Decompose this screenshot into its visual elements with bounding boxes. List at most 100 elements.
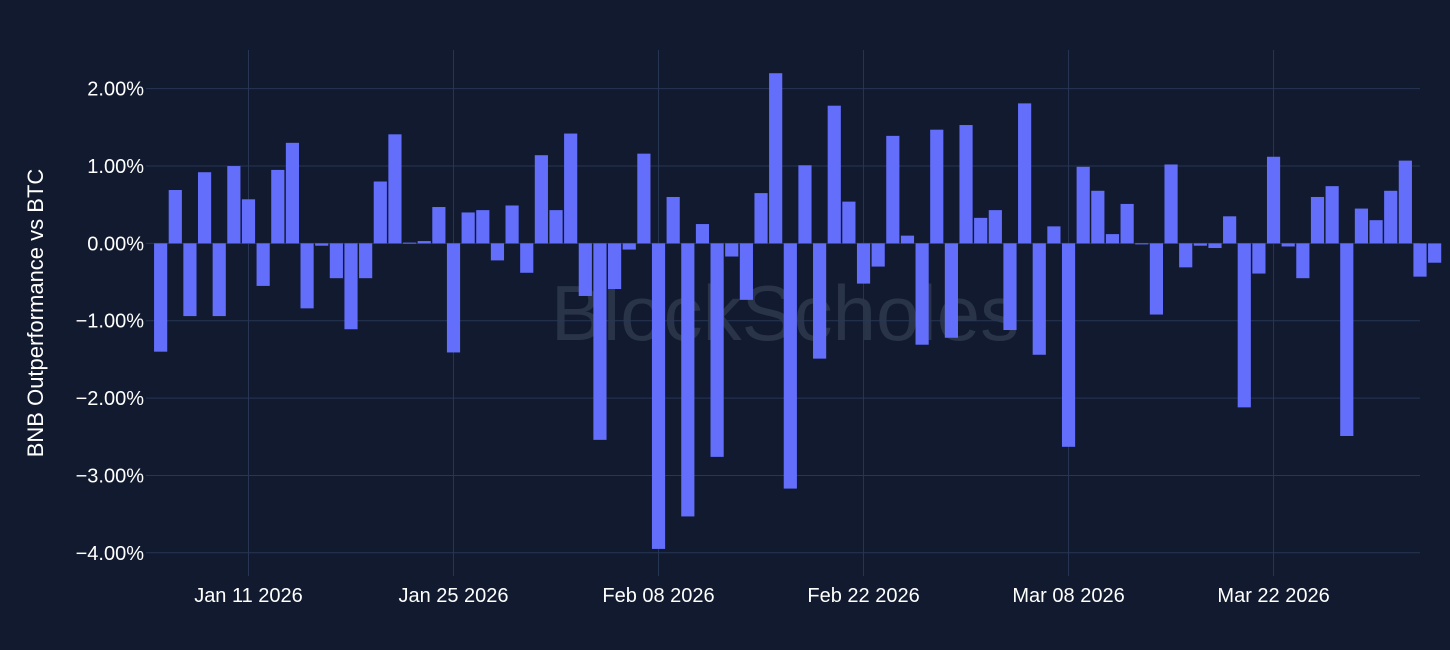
bar — [154, 243, 168, 352]
y-gridlines — [146, 88, 1420, 554]
bar — [769, 73, 783, 244]
bar — [300, 243, 314, 309]
bar — [754, 193, 768, 244]
bar — [1310, 196, 1325, 244]
bar — [915, 243, 929, 345]
y-tick-label: −3.00% — [76, 465, 145, 487]
bar — [534, 155, 548, 244]
bar — [417, 241, 431, 244]
bar — [520, 243, 534, 273]
x-tick-label: Jan 25 2026 — [398, 585, 508, 607]
bar — [856, 243, 871, 284]
x-tick-label: Feb 22 2026 — [807, 585, 919, 607]
bar — [476, 210, 490, 244]
bar — [402, 242, 417, 244]
x-axis-ticks: Jan 11 2026 Jan 25 2026 Feb 08 2026 Feb 22 … — [194, 585, 1330, 607]
bar — [505, 205, 519, 244]
bar — [666, 196, 680, 244]
bar — [1354, 208, 1369, 244]
bar — [1369, 220, 1383, 244]
bar — [1061, 243, 1076, 447]
bar — [446, 243, 461, 353]
bar — [930, 129, 944, 244]
bar — [285, 142, 300, 244]
y-tick-label: −1.00% — [76, 311, 145, 333]
bar — [710, 243, 724, 457]
bar — [1003, 243, 1017, 331]
bar — [359, 243, 373, 279]
bar — [1237, 243, 1251, 408]
bar — [739, 243, 753, 300]
bar — [608, 243, 622, 290]
bar — [329, 243, 343, 279]
bar-series — [154, 73, 1442, 549]
bar — [798, 165, 812, 244]
bar — [1149, 243, 1164, 315]
bar — [695, 224, 710, 244]
bar — [1384, 190, 1398, 244]
bar — [549, 210, 563, 244]
x-tick-label: Jan 11 2026 — [194, 585, 303, 607]
bar — [1325, 186, 1339, 244]
bar — [1135, 243, 1149, 245]
bar — [1179, 243, 1193, 268]
bar — [197, 172, 212, 244]
bar — [168, 190, 182, 244]
y-tick-label: 0.00% — [87, 233, 144, 255]
bar — [622, 243, 636, 250]
bar — [988, 210, 1002, 244]
bar — [1428, 243, 1442, 263]
bar — [1223, 216, 1237, 244]
bar — [212, 243, 226, 317]
bar — [1032, 243, 1046, 355]
bar — [813, 243, 827, 359]
bar — [256, 243, 270, 286]
bar — [1091, 190, 1105, 244]
bar — [1413, 243, 1427, 277]
bar — [871, 243, 885, 267]
bar — [1252, 243, 1266, 274]
y-tick-label: −2.00% — [76, 388, 145, 410]
bar — [827, 105, 841, 244]
bar — [1105, 234, 1120, 244]
bar — [637, 153, 651, 244]
y-axis-title: BNB Outperformance vs BTC — [23, 169, 48, 458]
bar — [959, 125, 973, 244]
x-tick-label: Feb 08 2026 — [602, 585, 714, 607]
bar — [1266, 156, 1281, 244]
bar — [1208, 243, 1222, 249]
bar — [974, 217, 988, 244]
bar — [593, 243, 607, 440]
bar — [1120, 203, 1134, 244]
bar — [1340, 243, 1354, 436]
bar — [651, 243, 666, 549]
bar — [1047, 226, 1061, 244]
bar — [1076, 166, 1090, 244]
bar — [227, 166, 241, 244]
bar — [564, 133, 578, 244]
bar — [681, 243, 695, 517]
bar — [1018, 103, 1032, 244]
bar — [461, 212, 475, 244]
bar — [271, 169, 285, 244]
y-tick-label: 2.00% — [87, 79, 144, 101]
bar — [1281, 243, 1295, 247]
y-tick-label: −4.00% — [76, 543, 145, 565]
bar — [1193, 243, 1207, 246]
bar — [886, 135, 900, 244]
bar — [490, 243, 505, 261]
bar — [1398, 160, 1412, 244]
bar — [725, 243, 739, 257]
y-tick-label: 1.00% — [87, 156, 144, 178]
bar — [944, 243, 958, 338]
bar — [1296, 243, 1310, 279]
bar — [373, 181, 387, 244]
bar — [388, 134, 402, 244]
bar — [900, 235, 915, 244]
bar — [842, 201, 856, 244]
y-axis-ticks: 2.00% 1.00% 0.00% −1.00% −2.00% −3.00% −4.00% — [76, 79, 145, 565]
bar — [578, 243, 592, 296]
x-tick-label: Mar 08 2026 — [1012, 585, 1124, 607]
bar — [783, 243, 797, 489]
